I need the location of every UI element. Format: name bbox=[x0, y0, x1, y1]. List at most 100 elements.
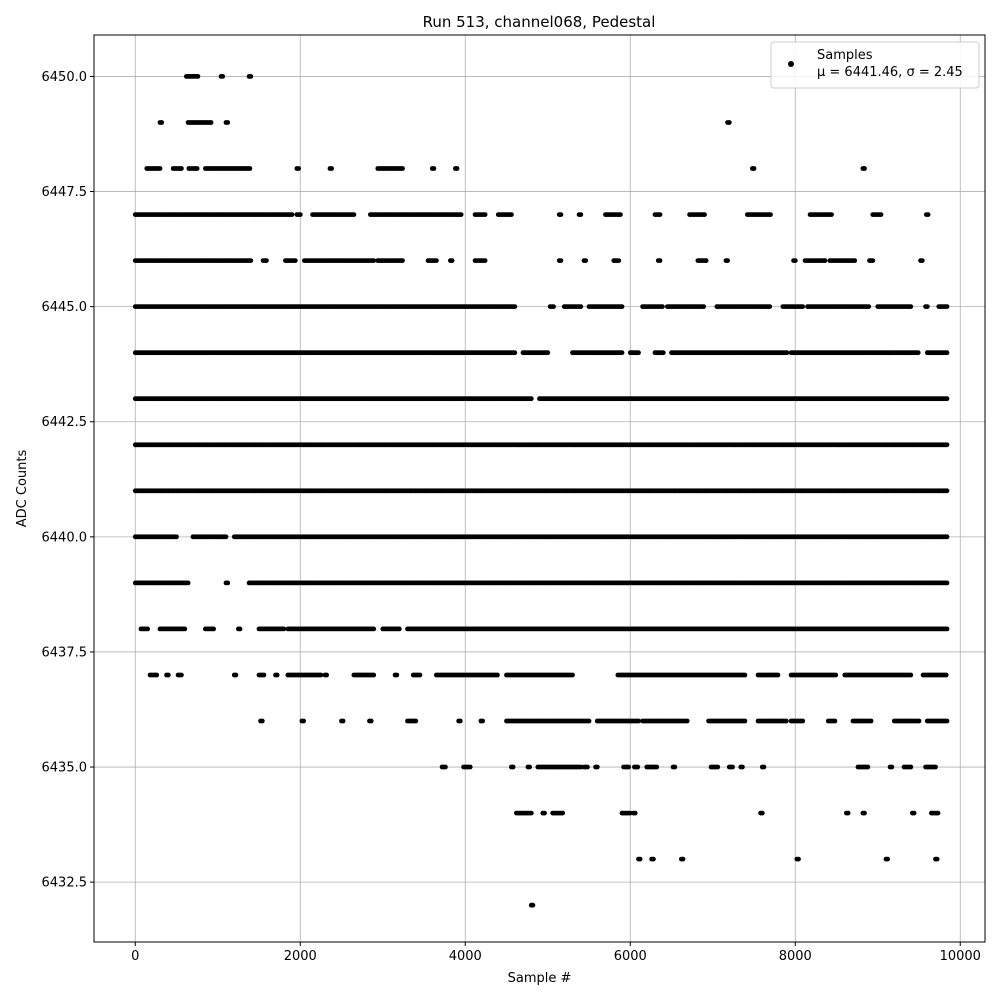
data-point bbox=[944, 534, 950, 540]
data-point bbox=[915, 350, 921, 356]
data-point bbox=[560, 810, 565, 816]
data-point bbox=[833, 672, 839, 678]
data-point bbox=[933, 764, 938, 770]
data-point bbox=[292, 258, 298, 263]
data-point bbox=[318, 672, 324, 678]
data-point bbox=[619, 350, 625, 356]
data-point bbox=[223, 534, 229, 540]
data-point bbox=[862, 810, 867, 816]
data-point bbox=[248, 258, 254, 263]
data-point bbox=[660, 350, 666, 356]
data-point bbox=[761, 764, 767, 770]
data-point bbox=[934, 856, 940, 862]
data-point bbox=[578, 212, 584, 218]
data-point bbox=[467, 764, 473, 770]
data-point bbox=[431, 166, 437, 171]
data-point bbox=[586, 718, 592, 724]
data-point bbox=[889, 764, 895, 770]
data-point bbox=[454, 166, 460, 171]
data-point bbox=[868, 718, 874, 724]
data-point bbox=[510, 764, 516, 770]
data-point bbox=[371, 258, 377, 263]
data-point bbox=[351, 212, 357, 218]
data-point bbox=[281, 626, 287, 632]
data-point bbox=[944, 350, 950, 356]
data-point bbox=[274, 672, 280, 678]
data-point bbox=[784, 350, 790, 356]
data-point bbox=[726, 120, 732, 125]
data-point bbox=[924, 304, 930, 309]
data-point bbox=[578, 304, 584, 309]
data-point bbox=[862, 166, 867, 171]
data-point bbox=[935, 810, 941, 816]
data-point bbox=[908, 304, 914, 309]
data-point bbox=[371, 672, 377, 678]
data-point bbox=[800, 718, 806, 724]
data-point bbox=[542, 810, 547, 816]
data-point bbox=[767, 304, 773, 309]
data-point bbox=[371, 626, 377, 632]
data-point bbox=[911, 810, 917, 816]
data-point bbox=[558, 212, 564, 218]
data-point bbox=[740, 764, 745, 770]
data-point bbox=[657, 258, 663, 263]
data-point bbox=[916, 718, 922, 724]
data-point bbox=[194, 166, 200, 171]
data-point bbox=[759, 810, 765, 816]
data-point bbox=[159, 120, 165, 125]
data-point bbox=[672, 764, 678, 770]
data-point bbox=[792, 258, 798, 263]
data-point bbox=[944, 488, 950, 494]
data-point bbox=[594, 764, 600, 770]
data-point bbox=[852, 258, 858, 263]
data-point bbox=[865, 764, 871, 770]
data-point bbox=[154, 672, 160, 678]
data-point bbox=[145, 626, 151, 632]
data-point bbox=[944, 580, 950, 586]
data-point bbox=[870, 258, 876, 263]
data-point bbox=[800, 304, 806, 309]
data-point bbox=[400, 166, 405, 171]
data-point bbox=[885, 856, 890, 862]
data-point bbox=[943, 672, 949, 678]
data-point bbox=[179, 672, 184, 678]
data-point bbox=[636, 350, 641, 356]
data-point bbox=[654, 764, 660, 770]
data-point bbox=[657, 212, 663, 218]
data-point bbox=[660, 304, 665, 309]
data-point bbox=[289, 212, 295, 218]
data-point bbox=[512, 304, 518, 309]
data-point bbox=[247, 166, 253, 171]
data-point bbox=[878, 212, 884, 218]
data-point bbox=[822, 258, 828, 263]
data-point bbox=[220, 74, 226, 79]
data-point bbox=[783, 718, 789, 724]
data-point bbox=[480, 718, 485, 724]
data-point bbox=[368, 718, 374, 724]
data-point bbox=[742, 672, 748, 678]
data-points bbox=[132, 74, 950, 908]
data-point bbox=[725, 258, 730, 263]
data-point bbox=[237, 626, 243, 632]
data-point bbox=[174, 534, 179, 540]
data-point bbox=[512, 350, 518, 356]
data-point bbox=[866, 304, 872, 309]
data-point bbox=[182, 626, 188, 632]
data-point bbox=[211, 626, 217, 632]
chart-title: Run 513, channel068, Pedestal bbox=[423, 13, 656, 31]
data-point bbox=[509, 212, 514, 218]
data-point bbox=[585, 764, 590, 770]
data-point bbox=[434, 258, 439, 263]
data-point bbox=[248, 74, 254, 79]
data-point bbox=[413, 718, 419, 724]
data-point bbox=[703, 258, 709, 263]
data-point bbox=[570, 672, 575, 678]
data-point bbox=[297, 212, 303, 218]
data-point bbox=[340, 718, 346, 724]
data-point bbox=[730, 764, 735, 770]
data-point bbox=[259, 718, 265, 724]
data-point bbox=[185, 580, 191, 586]
data-point bbox=[528, 810, 534, 816]
data-point bbox=[715, 764, 721, 770]
